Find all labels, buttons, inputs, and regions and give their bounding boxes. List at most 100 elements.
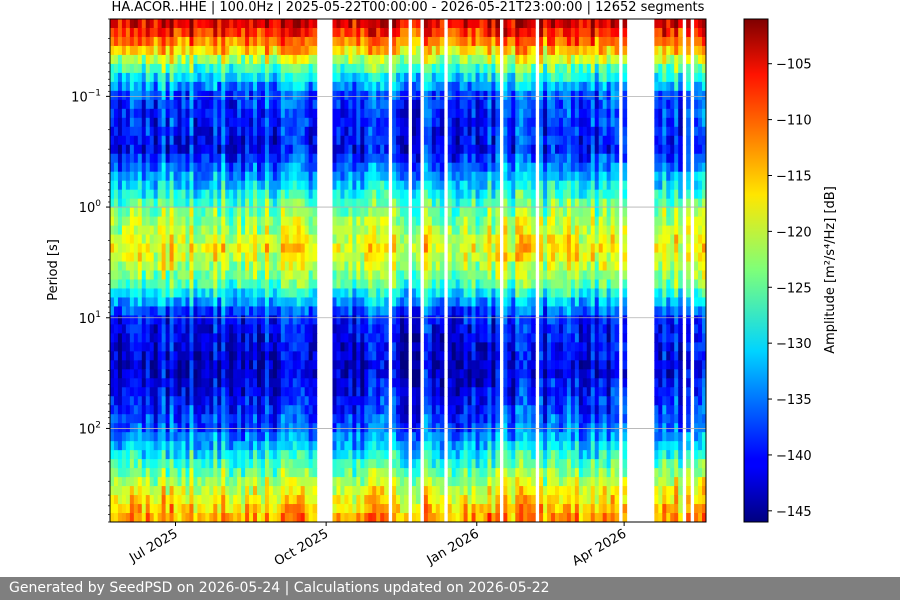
heatmap-cell xyxy=(157,261,163,272)
heatmap-column xyxy=(197,19,202,522)
heatmap-cell xyxy=(356,279,361,290)
heatmap-cell xyxy=(117,513,123,522)
heatmap-cell xyxy=(356,144,361,155)
heatmap-cell xyxy=(392,279,397,290)
heatmap-cell xyxy=(161,342,167,352)
heatmap-cell xyxy=(264,432,270,442)
heatmap-column xyxy=(332,19,338,522)
heatmap-cell xyxy=(272,486,278,496)
heatmap-cell xyxy=(257,306,262,317)
heatmap-cell xyxy=(161,333,167,343)
heatmap-cell xyxy=(165,72,171,83)
heatmap-cell xyxy=(340,135,346,146)
heatmap-cell xyxy=(197,441,202,451)
heatmap-cell xyxy=(197,81,202,92)
heatmap-cell xyxy=(141,261,147,272)
heatmap-cell xyxy=(471,216,477,227)
heatmap-cell xyxy=(237,360,242,370)
heatmap-cell xyxy=(312,378,318,388)
heatmap-cell xyxy=(451,81,457,92)
heatmap-cell xyxy=(268,153,274,164)
heatmap-cell xyxy=(253,387,258,397)
heatmap-cell xyxy=(133,54,139,65)
heatmap-cell xyxy=(268,279,274,290)
heatmap-cell xyxy=(451,261,457,272)
heatmap-cell xyxy=(411,396,417,406)
heatmap-cell xyxy=(249,45,254,56)
heatmap-cell xyxy=(145,207,151,218)
heatmap-cell xyxy=(380,243,385,254)
heatmap-cell xyxy=(467,369,473,379)
heatmap-cell xyxy=(455,486,461,496)
heatmap-cell xyxy=(380,279,385,290)
heatmap-cell xyxy=(245,459,250,469)
heatmap-cell xyxy=(133,378,139,388)
heatmap-cell xyxy=(129,261,135,272)
heatmap-cell xyxy=(280,378,286,388)
heatmap-cell xyxy=(213,360,218,370)
heatmap-cell xyxy=(483,468,489,478)
heatmap-cell xyxy=(483,360,489,370)
heatmap-cell xyxy=(201,234,206,245)
heatmap-cell xyxy=(253,396,258,406)
heatmap-cell xyxy=(260,72,266,83)
heatmap-cell xyxy=(117,99,123,110)
heatmap-cell xyxy=(268,117,274,128)
heatmap-cell xyxy=(157,198,163,209)
heatmap-cell xyxy=(392,423,397,433)
heatmap-cell xyxy=(229,450,234,460)
heatmap-cell xyxy=(181,279,187,290)
heatmap-cell xyxy=(348,459,353,469)
heatmap-cell xyxy=(392,378,397,388)
heatmap-cell xyxy=(423,54,429,65)
heatmap-cell xyxy=(400,342,405,352)
heatmap-cell xyxy=(439,189,445,200)
heatmap-cell xyxy=(384,81,389,92)
heatmap-cell xyxy=(257,81,262,92)
heatmap-cell xyxy=(189,72,195,83)
heatmap-cell xyxy=(173,180,179,191)
heatmap-cell xyxy=(463,270,469,281)
heatmap-cell xyxy=(217,369,222,379)
heatmap-cell xyxy=(169,36,175,47)
heatmap-cell xyxy=(117,36,123,47)
heatmap-cell xyxy=(356,441,361,451)
heatmap-cell xyxy=(396,225,401,236)
heatmap-cell xyxy=(455,306,461,317)
heatmap-cell xyxy=(257,117,262,128)
heatmap-cell xyxy=(463,126,469,137)
heatmap-cell xyxy=(296,333,302,343)
heatmap-cell xyxy=(332,423,338,433)
heatmap-cell xyxy=(221,54,226,65)
heatmap-cell xyxy=(364,468,369,478)
heatmap-cell xyxy=(185,144,191,155)
heatmap-cell xyxy=(312,450,318,460)
heatmap-cell xyxy=(352,27,357,38)
heatmap-cell xyxy=(201,144,206,155)
heatmap-cell xyxy=(308,333,314,343)
heatmap-cell xyxy=(233,405,238,415)
heatmap-cell xyxy=(173,99,179,110)
heatmap-cell xyxy=(284,333,290,343)
heatmap-cell xyxy=(300,135,306,146)
heatmap-cell xyxy=(276,306,282,317)
heatmap-cell xyxy=(153,189,159,200)
heatmap-cell xyxy=(400,198,405,209)
heatmap-cell xyxy=(117,360,123,370)
heatmap-cell xyxy=(205,108,210,119)
heatmap-cell xyxy=(157,225,163,236)
heatmap-cell xyxy=(193,19,199,29)
heatmap-cell xyxy=(197,216,202,227)
heatmap-cell xyxy=(133,279,139,290)
heatmap-cell xyxy=(233,486,238,496)
heatmap-cell xyxy=(185,135,191,146)
heatmap-cell xyxy=(479,441,485,451)
heatmap-cell xyxy=(185,252,191,263)
heatmap-cell xyxy=(193,108,199,119)
heatmap-cell xyxy=(479,99,485,110)
heatmap-cell xyxy=(189,36,195,47)
heatmap-cell xyxy=(372,351,377,361)
heatmap-cell xyxy=(280,468,286,478)
heatmap-cell xyxy=(268,387,274,397)
heatmap-cell xyxy=(376,450,381,460)
